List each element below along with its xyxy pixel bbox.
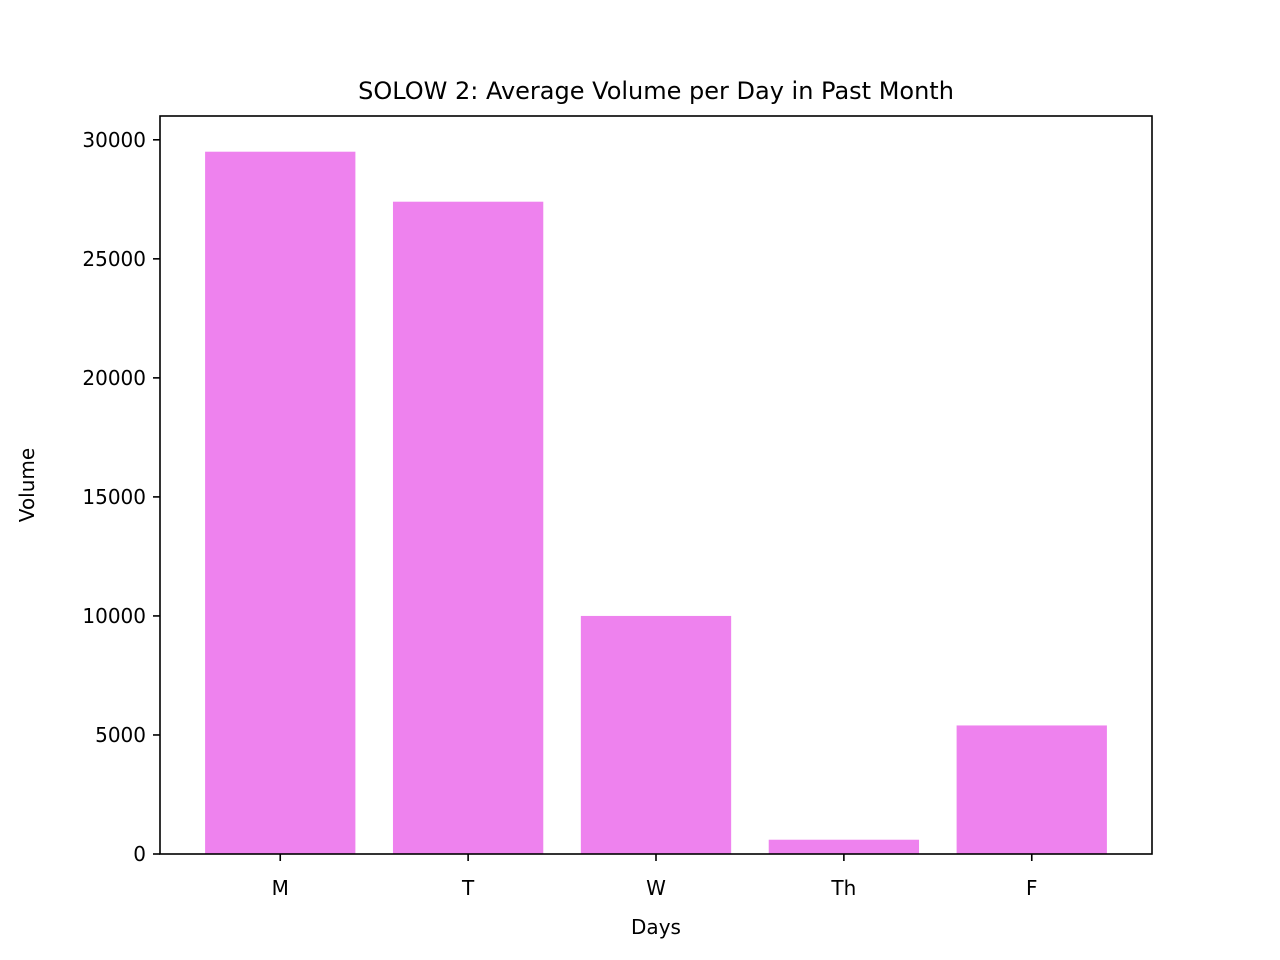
bar-m xyxy=(205,151,356,855)
y-axis-label: Volume xyxy=(15,448,39,522)
x-axis-label: Days xyxy=(631,915,681,939)
y-tick-label: 25000 xyxy=(82,247,146,271)
bar-th xyxy=(768,839,920,854)
plot-frame xyxy=(159,115,1153,855)
x-tick-label: F xyxy=(1026,876,1038,900)
x-tick-label: W xyxy=(646,876,666,900)
y-tick-label: 5000 xyxy=(95,723,146,747)
x-tick-label: T xyxy=(461,876,475,900)
chart-title: SOLOW 2: Average Volume per Day in Past … xyxy=(358,77,954,105)
y-tick-label: 15000 xyxy=(82,485,146,509)
x-tick-label: Th xyxy=(830,876,856,900)
y-tick-label: 20000 xyxy=(82,366,146,390)
x-axis-ticks: M T W Th F xyxy=(272,854,1038,900)
y-tick-label: 30000 xyxy=(82,128,146,152)
y-tick-label: 0 xyxy=(133,842,146,866)
bar-t xyxy=(392,201,544,854)
x-tick-label: M xyxy=(272,876,289,900)
bar-w xyxy=(580,615,732,854)
y-axis-ticks: 0 5000 10000 15000 20000 25000 30000 xyxy=(82,128,160,866)
y-tick-label: 10000 xyxy=(82,604,146,628)
bar-f xyxy=(956,725,1107,854)
bars-group xyxy=(205,151,1107,855)
